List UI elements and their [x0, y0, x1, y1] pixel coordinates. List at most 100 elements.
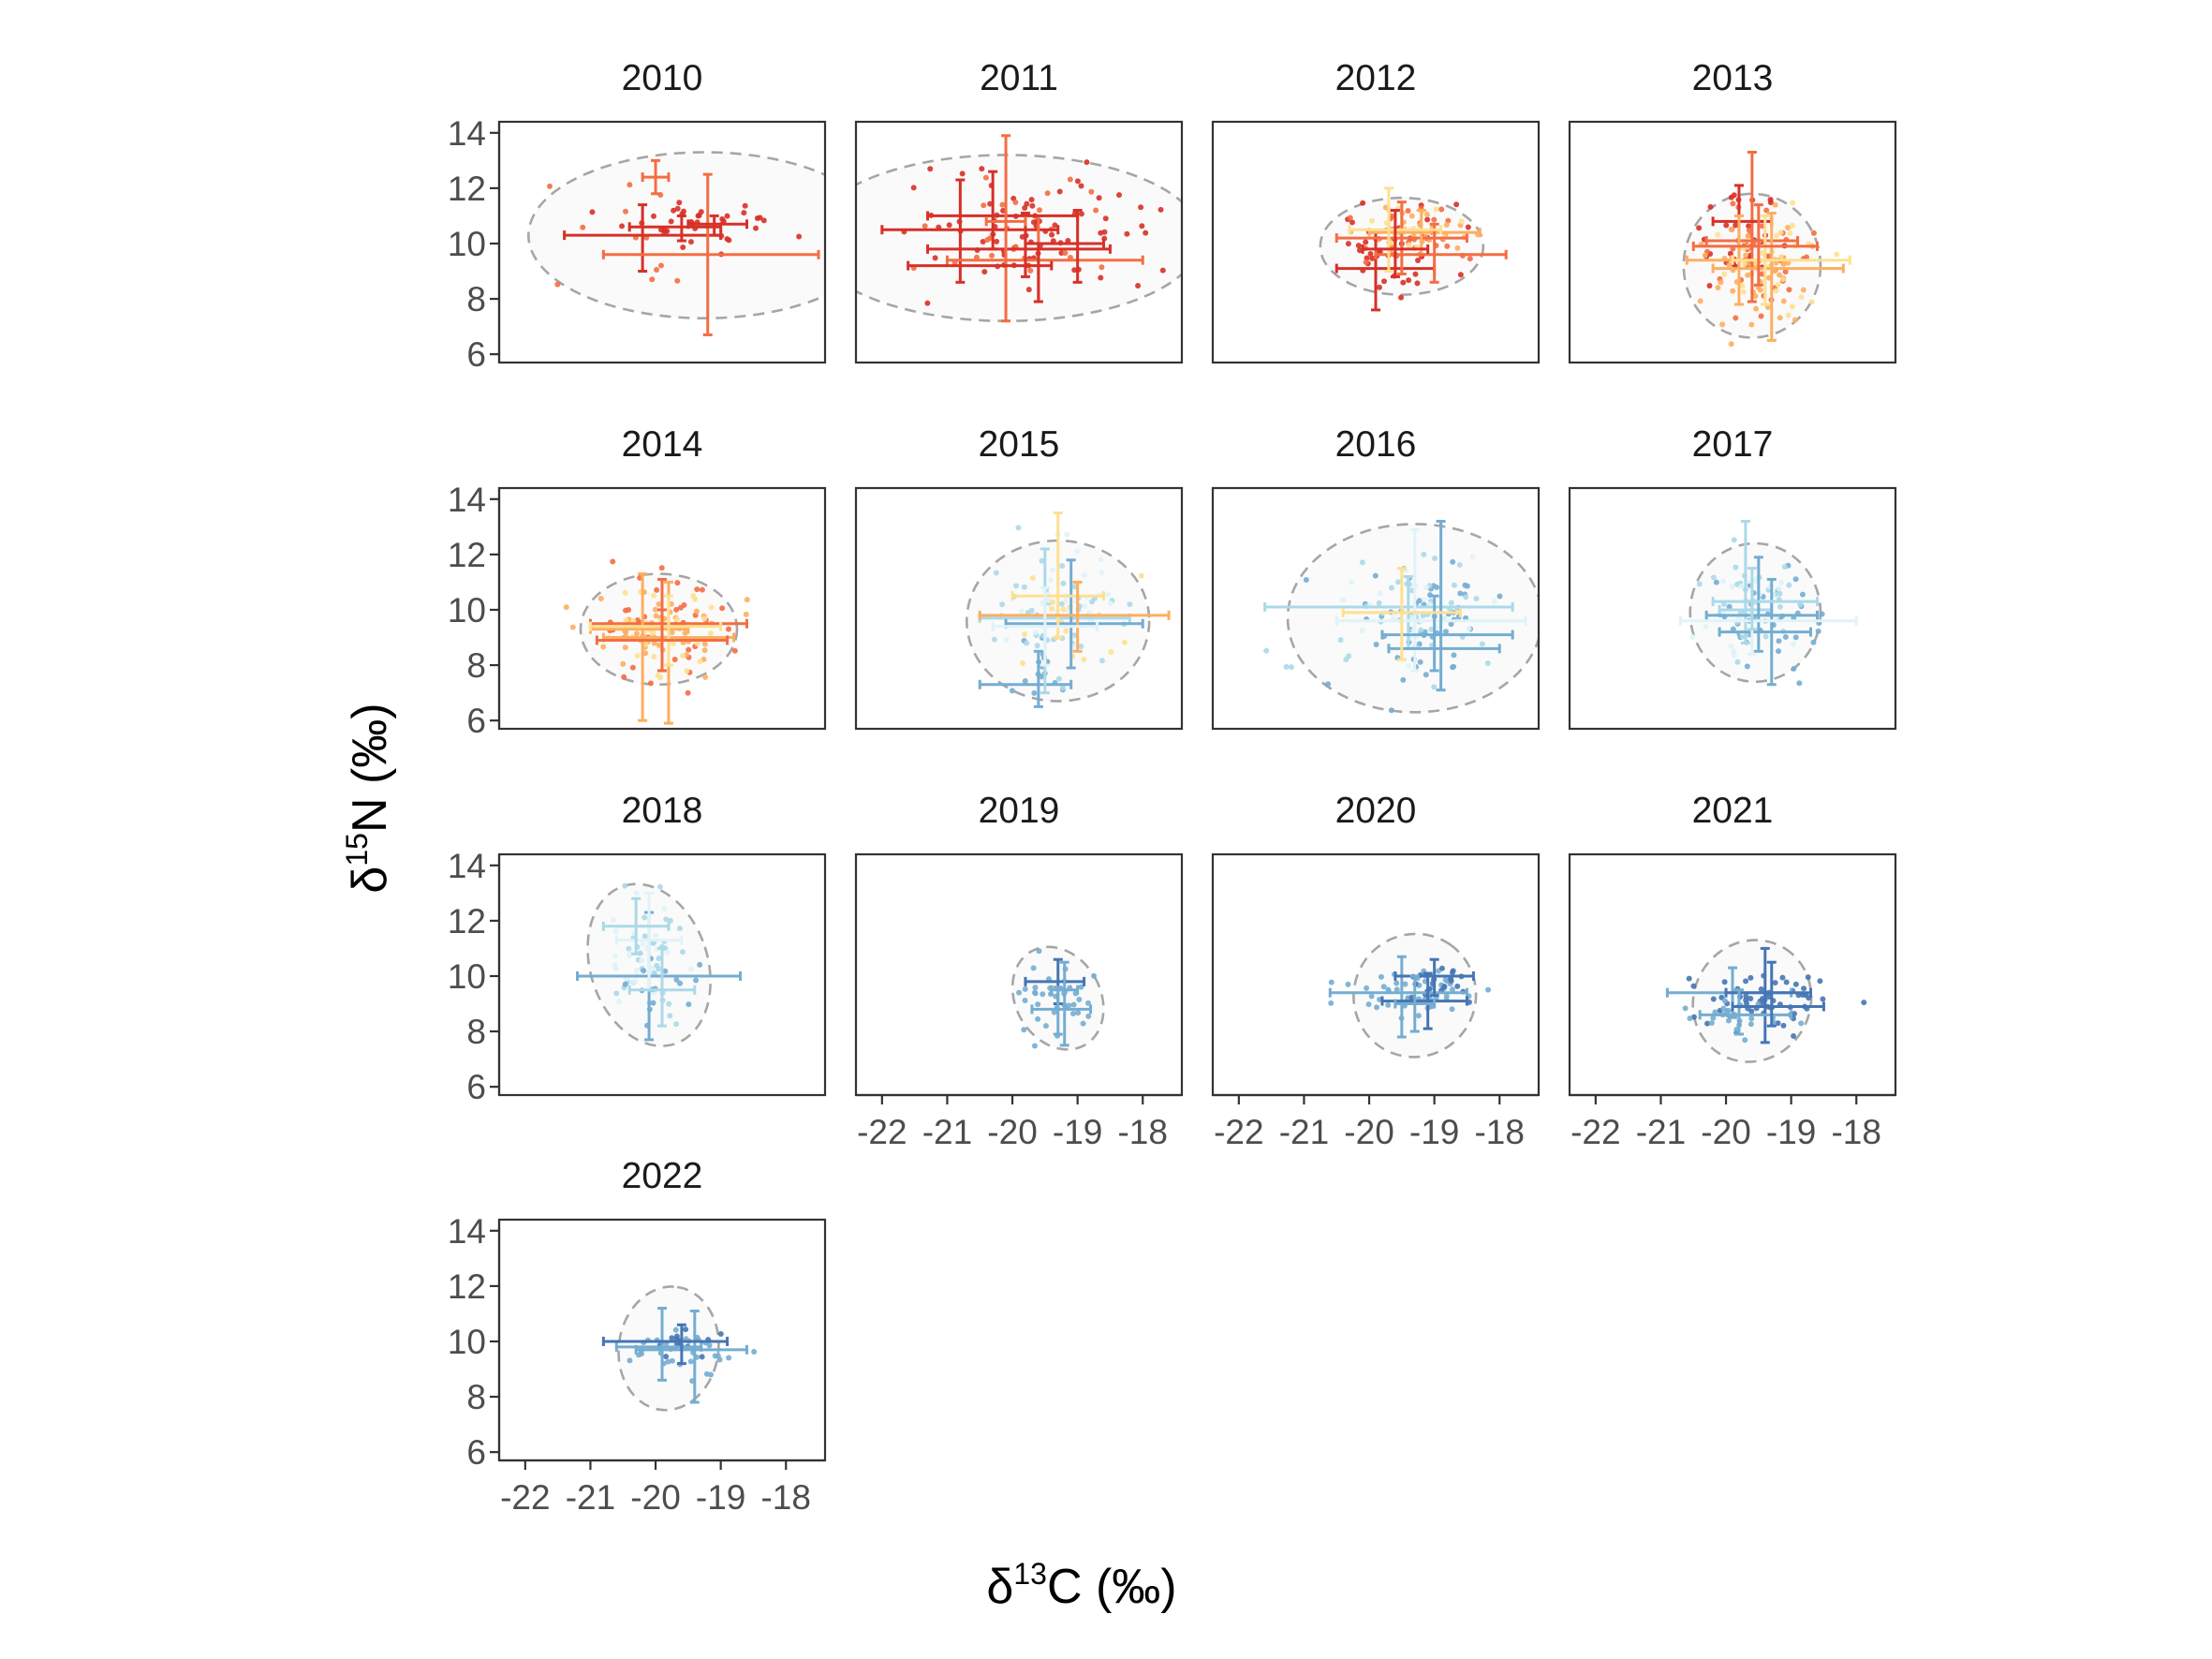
data-point — [1036, 207, 1042, 214]
data-point — [1102, 215, 1109, 222]
data-point — [641, 914, 648, 921]
data-point — [1773, 288, 1779, 294]
data-point — [1484, 660, 1491, 667]
data-point — [719, 605, 726, 612]
data-point — [731, 647, 738, 654]
data-point — [1723, 222, 1730, 229]
data-point — [1377, 590, 1383, 597]
data-point — [1804, 254, 1810, 260]
panel-border — [854, 120, 1184, 364]
data-point — [1098, 230, 1104, 236]
data-point — [1703, 623, 1709, 630]
data-point — [672, 1326, 679, 1333]
y-tick-label: 12 — [448, 170, 486, 208]
data-point — [1715, 285, 1721, 291]
data-point — [1408, 994, 1415, 1000]
error-bar — [1731, 960, 1825, 1028]
panel-title: 2014 — [622, 424, 703, 465]
data-point — [657, 262, 664, 269]
data-point — [1454, 983, 1461, 989]
data-point — [1774, 232, 1780, 239]
data-point — [1303, 576, 1309, 583]
data-point — [1775, 281, 1781, 288]
data-point — [653, 606, 659, 613]
data-point — [674, 277, 681, 284]
data-point — [658, 565, 665, 571]
error-bar — [1050, 960, 1080, 1047]
data-point — [679, 653, 686, 659]
data-point — [681, 208, 687, 215]
data-point — [677, 980, 684, 986]
data-point — [1382, 204, 1389, 211]
panel-title: 2021 — [1692, 791, 1774, 831]
data-point — [1067, 176, 1073, 183]
data-point — [1792, 981, 1799, 987]
data-point — [1048, 605, 1054, 612]
data-point — [1734, 659, 1741, 665]
data-point — [615, 999, 622, 1005]
data-point — [742, 202, 748, 209]
data-point — [1742, 1037, 1748, 1044]
y-tick-label: 8 — [466, 1013, 486, 1051]
data-point — [612, 953, 618, 959]
data-point — [1389, 585, 1395, 591]
data-point — [1416, 641, 1423, 647]
data-point — [1779, 974, 1786, 981]
data-point — [1730, 200, 1736, 207]
data-point — [1416, 598, 1423, 604]
error-bar — [1030, 985, 1093, 1036]
data-point — [1032, 985, 1039, 991]
data-point — [693, 608, 700, 615]
data-point — [1058, 600, 1065, 607]
data-point — [1372, 572, 1379, 579]
data-point — [649, 276, 656, 283]
data-point — [622, 882, 628, 889]
data-point — [1423, 672, 1429, 678]
error-bar — [1024, 209, 1105, 284]
data-point — [649, 965, 656, 971]
data-point — [1051, 1009, 1057, 1015]
error-bar — [907, 242, 1054, 304]
data-point — [1075, 1010, 1082, 1016]
y-tick-label: 14 — [448, 481, 486, 519]
data-point — [1772, 980, 1778, 986]
data-point — [1777, 272, 1783, 278]
data-point — [1069, 1010, 1076, 1016]
data-point — [1116, 192, 1123, 199]
data-point — [1441, 984, 1448, 990]
x-axis-title-superscript: 13 — [1013, 1557, 1047, 1591]
data-point — [1056, 188, 1063, 195]
panel-title: 2015 — [979, 424, 1060, 465]
x-tick-label: -19 — [696, 1478, 745, 1517]
data-point — [1810, 230, 1817, 236]
data-point — [706, 1342, 713, 1349]
data-point — [1060, 580, 1067, 586]
data-point — [1032, 990, 1039, 997]
data-point — [1782, 269, 1789, 275]
data-point — [1022, 631, 1028, 638]
data-point — [1098, 555, 1104, 562]
data-point — [676, 926, 683, 932]
data-point — [1139, 223, 1145, 230]
y-axis: 6 8 10 12 14 — [448, 1212, 501, 1472]
data-point — [1345, 241, 1351, 247]
data-point — [662, 968, 669, 974]
data-point — [1448, 977, 1454, 984]
data-point — [1385, 1001, 1392, 1008]
data-point — [1359, 627, 1365, 633]
panel-plot-area — [563, 558, 750, 725]
data-point — [1721, 979, 1728, 985]
data-point — [1456, 562, 1463, 569]
data-point — [987, 200, 994, 207]
data-point — [1368, 993, 1375, 1000]
x-tick-label: -18 — [1474, 1113, 1524, 1151]
data-point — [1036, 948, 1042, 955]
data-point — [651, 653, 657, 659]
error-bar — [978, 649, 1073, 708]
data-point — [1748, 1015, 1755, 1022]
data-point — [641, 968, 647, 974]
x-tick-label: -21 — [922, 1113, 972, 1151]
panel-plot-area — [527, 151, 825, 336]
x-tick-label: -21 — [566, 1478, 615, 1517]
panel-plot-area — [1682, 150, 1851, 348]
